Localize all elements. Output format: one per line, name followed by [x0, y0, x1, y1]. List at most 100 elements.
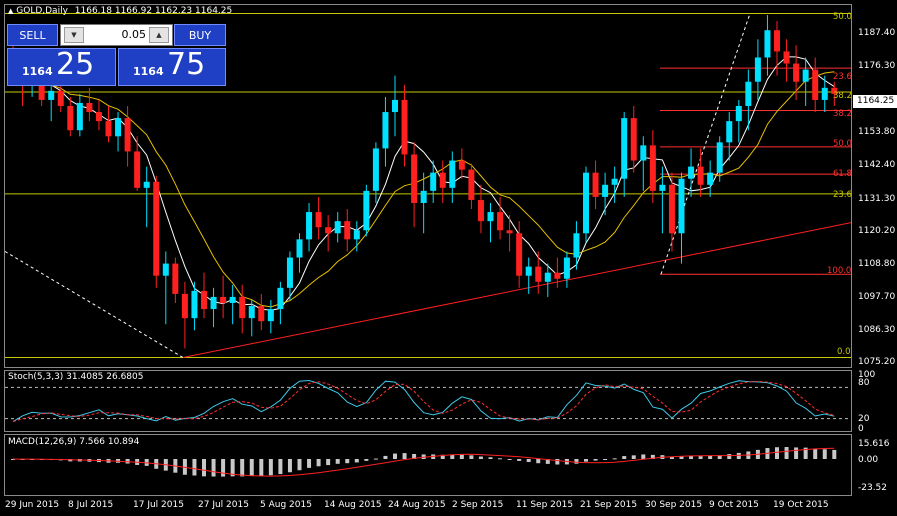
- buy-price-box[interactable]: 1164 75: [118, 47, 226, 86]
- candle-body: [716, 142, 723, 173]
- candle-body: [411, 154, 418, 203]
- candle-body: [506, 230, 513, 234]
- sell-price-box[interactable]: 1164 25: [7, 47, 116, 86]
- date-tick: 11 Sep 2015: [516, 500, 574, 510]
- candle-body: [124, 118, 131, 152]
- candle-body: [487, 212, 494, 222]
- candle-body: [735, 105, 742, 122]
- date-tick: 29 Jun 2015: [5, 500, 60, 510]
- date-tick: 19 Oct 2015: [773, 500, 829, 510]
- candle-body: [57, 90, 64, 106]
- price-tick: 1086.30: [858, 325, 896, 335]
- macd-histogram-bar: [240, 459, 245, 477]
- stochastic-title: Stoch(5,3,3) 31.4085 26.6805: [8, 372, 144, 382]
- one-click-trading-panel: SELL ▼ 0.05 ▲ BUY 1164 25 1164 75: [7, 24, 228, 86]
- candle-body: [115, 118, 122, 137]
- fib-label: 23.6: [833, 190, 852, 200]
- candle-body: [420, 190, 427, 203]
- price-tick: 1153.80: [858, 127, 896, 137]
- candle-body: [802, 69, 809, 82]
- current-price-label: 1164.25: [853, 95, 897, 108]
- candle-body: [48, 90, 55, 100]
- sell-price-pips: 25: [56, 47, 95, 82]
- lot-size-value[interactable]: 0.05: [121, 28, 147, 41]
- sell-price-prefix: 1164: [22, 65, 53, 78]
- candle-body: [793, 63, 800, 82]
- fib-label: 50.0: [833, 139, 852, 149]
- candle-body: [286, 257, 293, 288]
- macd-histogram-bar: [803, 447, 808, 459]
- macd-histogram-bar: [574, 459, 579, 464]
- candle-body: [392, 99, 398, 113]
- buy-button[interactable]: BUY: [174, 24, 226, 46]
- macd-histogram-bar: [488, 457, 493, 459]
- stoch-level: 80: [858, 378, 870, 388]
- lot-decrease-icon[interactable]: ▼: [64, 27, 84, 43]
- price-chart-canvas[interactable]: [4, 5, 852, 367]
- macd-histogram-bar: [354, 459, 359, 463]
- fib-label: 100.0: [827, 266, 852, 276]
- price-tick: 1075.20: [858, 357, 896, 367]
- macd-histogram-bar: [364, 459, 369, 461]
- macd-histogram-bar: [775, 447, 779, 459]
- date-tick: 14 Aug 2015: [324, 500, 382, 510]
- stoch-signal-line: [12, 380, 835, 423]
- macd-histogram-bar: [249, 459, 254, 477]
- candle-body: [726, 121, 733, 143]
- fib-label: 38.2: [833, 91, 852, 101]
- macd-canvas: [11, 447, 837, 477]
- price-tick: 1131.30: [858, 194, 896, 204]
- candle-body: [353, 230, 360, 240]
- stochastic-canvas: [5, 379, 851, 423]
- candle-body: [516, 233, 523, 276]
- candle-body: [248, 306, 255, 319]
- candle-body: [344, 221, 351, 240]
- macd-histogram-bar: [536, 459, 541, 464]
- candle-body: [821, 87, 828, 100]
- candle-body: [535, 266, 542, 282]
- candle-body: [583, 172, 589, 234]
- candle-body: [707, 172, 714, 185]
- candle-body: [143, 181, 150, 188]
- macd-histogram-bar: [182, 459, 187, 475]
- macd-histogram-bar: [383, 455, 388, 459]
- candle-body: [401, 99, 408, 155]
- macd-pane[interactable]: [4, 434, 852, 496]
- candle-body: [229, 296, 236, 303]
- candle-body: [239, 296, 246, 319]
- macd-histogram-bar: [268, 459, 273, 476]
- macd-histogram-bar: [335, 459, 340, 464]
- candle-body: [659, 184, 666, 191]
- stochastic-pane[interactable]: [4, 370, 852, 432]
- candle-body: [201, 290, 207, 310]
- candle-body: [649, 145, 656, 191]
- sell-button[interactable]: SELL: [7, 24, 58, 46]
- macd-histogram-bar: [698, 456, 703, 459]
- macd-histogram-bar: [459, 454, 464, 459]
- candle-body: [67, 105, 74, 131]
- dashed-trend-line: [4, 251, 184, 358]
- lot-increase-icon[interactable]: ▲: [149, 27, 169, 43]
- stoch-level: 0: [858, 424, 864, 434]
- lot-size-field[interactable]: ▼ 0.05 ▲: [60, 24, 173, 46]
- candle-body: [277, 287, 284, 310]
- macd-histogram-bar: [813, 448, 818, 459]
- macd-histogram-bar: [259, 459, 264, 476]
- candle-body: [477, 199, 484, 222]
- candle-body: [573, 233, 580, 258]
- macd-histogram-bar: [402, 453, 407, 459]
- collapse-triangle-icon[interactable]: ▲: [8, 7, 14, 15]
- price-tick: 1176.30: [858, 61, 896, 71]
- macd-histogram-bar: [622, 456, 627, 459]
- candle-body: [258, 306, 265, 322]
- fib-label: 38.2: [833, 109, 852, 119]
- macd-histogram-bar: [822, 449, 827, 459]
- macd-histogram-bar: [641, 454, 646, 459]
- candle-body: [468, 169, 475, 200]
- candle-body: [812, 69, 819, 100]
- macd-histogram-bar: [593, 459, 598, 461]
- macd-histogram-bar: [631, 455, 636, 459]
- candle-body: [372, 148, 379, 191]
- candle-body: [210, 296, 217, 310]
